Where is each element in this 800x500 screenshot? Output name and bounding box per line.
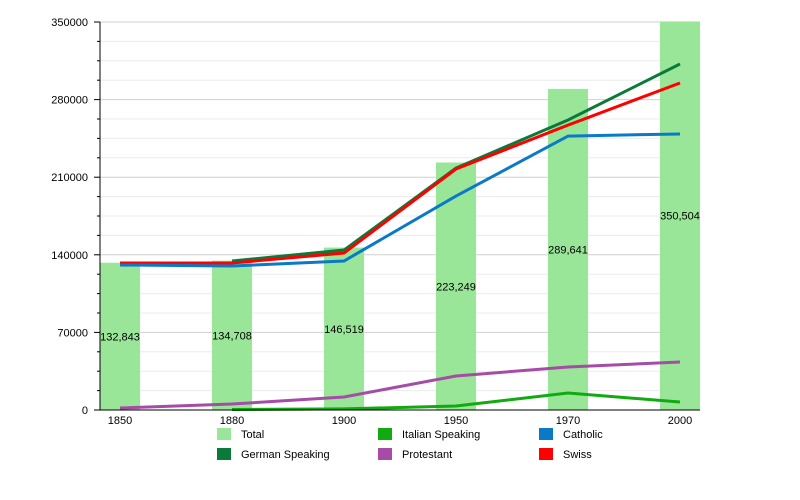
bar-total bbox=[212, 260, 252, 410]
line-swiss bbox=[120, 81, 681, 265]
y-tick-label: 280000 bbox=[51, 95, 88, 107]
legend-label: Catholic bbox=[563, 429, 603, 441]
bar-label: 289,641 bbox=[548, 244, 588, 256]
bar-total bbox=[100, 262, 140, 410]
bar-total bbox=[324, 247, 364, 410]
bar-label: 350,504 bbox=[660, 211, 700, 223]
line-protestant bbox=[119, 360, 681, 410]
bar-total bbox=[660, 21, 700, 410]
y-tick-label: 350000 bbox=[51, 17, 88, 29]
legend-label: Protestant bbox=[402, 449, 452, 461]
line-catholic bbox=[119, 132, 681, 268]
legend-swatch bbox=[217, 428, 231, 440]
legend-swatch bbox=[539, 448, 553, 460]
y-tick-label: 0 bbox=[82, 405, 88, 417]
y-tick-label: 210000 bbox=[51, 172, 88, 184]
legend-swatch bbox=[378, 448, 392, 460]
x-tick-label: 2000 bbox=[668, 415, 692, 427]
x-tick-label: 1950 bbox=[444, 415, 468, 427]
x-tick-label: 1970 bbox=[556, 415, 580, 427]
legend-label: Italian Speaking bbox=[402, 429, 480, 441]
x-tick-label: 1900 bbox=[332, 415, 356, 427]
bar-label: 132,843 bbox=[100, 331, 140, 343]
legend-swatch bbox=[539, 428, 553, 440]
x-tick-label: 1880 bbox=[220, 415, 244, 427]
y-tick-label: 70000 bbox=[57, 327, 88, 339]
line-italian-speaking bbox=[231, 391, 681, 411]
legend-label: Total bbox=[241, 429, 264, 441]
y-tick-label: 140000 bbox=[51, 250, 88, 262]
bar-label: 134,708 bbox=[212, 330, 252, 342]
legend-label: Swiss bbox=[563, 449, 592, 461]
legend-swatch bbox=[217, 448, 231, 460]
bar-label: 146,519 bbox=[324, 324, 364, 336]
x-tick-label: 1850 bbox=[108, 415, 132, 427]
bar-label: 223,249 bbox=[436, 281, 476, 293]
legend-label: German Speaking bbox=[241, 449, 330, 461]
legend-swatch bbox=[378, 428, 392, 440]
